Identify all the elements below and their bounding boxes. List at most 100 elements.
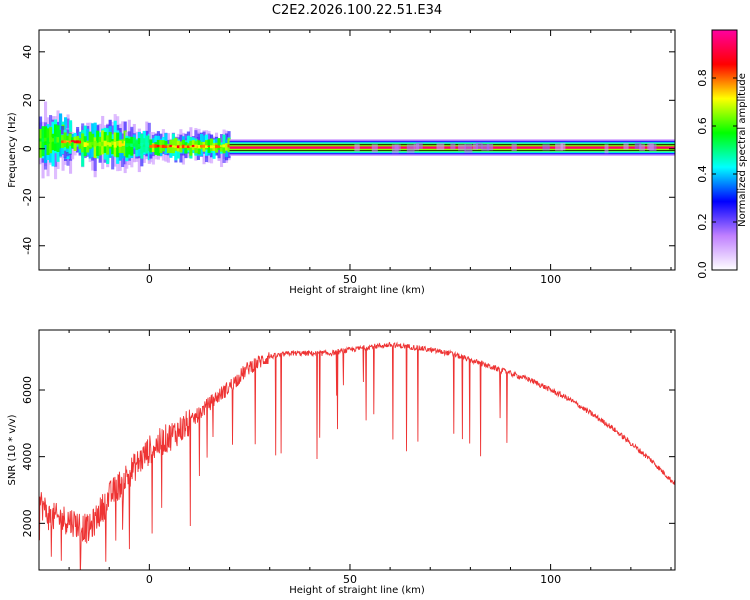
spectrogram-cell [140,142,144,147]
spectrogram-cell [111,139,115,155]
spectrogram-cell [181,144,185,149]
colorbar-tick-label: 0.0 [696,261,709,279]
snr-plot-area [39,330,675,570]
spectrogram-speck [354,144,360,152]
spectrogram-cell [76,135,80,145]
spectrogram-cell [224,145,229,148]
spectrogram-cell [214,144,219,149]
spectrogram-cell [130,143,134,147]
spectrogram-speck [436,143,445,150]
snr-marks [39,341,675,570]
spectrogram-cell [108,142,112,147]
x-tick-label: 100 [540,273,561,286]
y-tick-label: 2000 [21,509,34,537]
spectrogram-cell [202,144,206,148]
spectrogram-x-axis-label: Height of straight line (km) [289,285,425,296]
spectrogram-cell [113,141,117,148]
spectrogram-speck [486,143,494,151]
spectrogram-cell [207,145,211,148]
spectrogram-cell [197,144,201,149]
spectrogram-cell [49,137,53,143]
spectrogram-speck [371,144,378,153]
spectrogram-cell [66,135,70,149]
spectrogram-cell [51,133,55,151]
spectrogram-cell [78,140,82,144]
spectrogram-cell [125,137,129,158]
spectrogram-cell [227,144,231,148]
spectrogram-cell [154,144,158,148]
spectrogram-cell [93,140,97,147]
spectrogram-cell [189,145,193,148]
spectrogram-cell [86,140,90,153]
spectrogram-cell [184,145,188,148]
spectrogram-speck [639,144,645,151]
colorbar-tick-label: 0.4 [696,165,709,183]
spectrogram-cell [164,140,168,149]
spectrogram-cell [111,141,115,145]
spectrogram-cell [217,145,221,148]
spectrogram-cell [219,144,224,152]
spectrogram-cell [83,142,87,148]
snr-frame [38,329,676,571]
spectrogram-speck [473,143,478,150]
spectrogram-cell [222,134,226,153]
spectrogram-speck [481,144,490,151]
spectrogram-cell [145,142,149,147]
spectrogram-speck [555,143,564,151]
spectrogram-cell [121,143,125,146]
spectrogram-cell [209,138,214,151]
spectrogram-cell [164,145,168,148]
y-tick-label: -40 [21,237,34,255]
colorbar-tick-label: 0.8 [696,69,709,87]
spectrogram-cell [132,143,136,147]
spectrogram-cell [66,140,70,143]
spectrogram-cell [59,136,63,143]
spectrogram-cell [186,145,190,148]
spectrogram-speck [623,142,629,150]
spectrogram-cell [96,142,100,146]
y-tick-label: 20 [21,93,34,107]
spectrogram-cell [204,140,209,150]
x-tick-label: 50 [343,573,357,586]
spectrogram-marks [39,101,675,180]
spectrogram-speck [391,144,399,154]
spectrogram-cell [135,144,139,147]
spectrogram-cell [204,145,209,148]
x-tick-label: 0 [146,573,153,586]
spectrogram-cell [184,142,188,154]
spectrogram-cell [46,137,50,144]
spectrogram-axes: 0 50 100 -40 -20 0 20 40 [21,30,675,286]
spectrogram-cell [63,140,67,144]
spectrogram-cell [149,145,153,148]
spectrogram-cell [189,140,193,156]
colorbar: 0.0 0.2 0.4 0.6 0.8 Normalized spectral ampl… [696,29,748,279]
spectrogram-cell [54,136,58,144]
spectrogram-cell [132,137,136,147]
spectrogram-cell [44,126,48,146]
spectrogram-cell [91,141,95,145]
spectrogram-speck [647,143,654,151]
spectrogram-cell [156,144,160,148]
spectrogram-cell [212,145,216,148]
spectrogram-cell [159,145,163,148]
spectrogram-cell [44,137,48,142]
spectrogram-cell [51,138,55,142]
spectrogram-speck [406,144,415,154]
spectrogram-cell [108,131,112,149]
spectrogram-cell [127,138,131,155]
colorbar-label: Normalized spectral amplitude [737,73,748,227]
spectrogram-cell [174,137,178,151]
spectrogram-cell [98,141,102,147]
x-tick-label: 0 [146,273,153,286]
spectrogram-cell [76,140,80,144]
spectrogram-cell [166,145,170,148]
spectrogram-cell [222,144,226,148]
spectrogram-cell [68,140,72,144]
x-tick-label: 100 [540,573,561,586]
spectrogram-cell [161,144,165,148]
spectrogram-speck [464,144,473,153]
spectrogram-cell [147,142,151,147]
spectrogram-cell [78,138,82,149]
snr-panel: 0 50 100 2000 4000 6000 Height of straight li… [7,329,676,596]
spectrogram-cell [137,138,141,149]
